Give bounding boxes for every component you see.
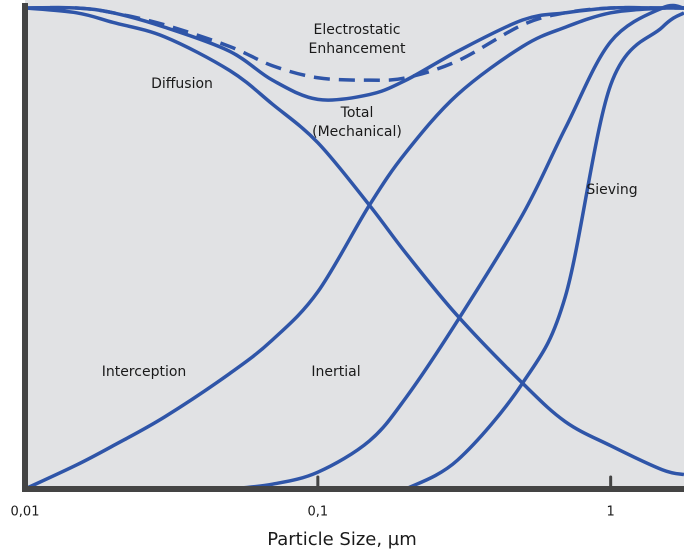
curve: [25, 5, 684, 82]
x-axis-label: Particle Size, µm: [267, 529, 417, 550]
annotation: Diffusion: [151, 76, 213, 92]
plot-area: [25, 0, 684, 489]
x-tick-label: 1: [607, 505, 615, 520]
curve: [405, 11, 684, 489]
x-tick-label: 0,1: [307, 505, 328, 520]
annotation: Sieving: [586, 182, 637, 198]
annotation: Inertial: [311, 364, 360, 380]
annotation: Total: [340, 105, 374, 121]
annotation: (Mechanical): [312, 124, 402, 140]
annotations: Electrostatic Enhancement Diffusion Total (M…: [102, 22, 638, 380]
curve: [229, 3, 684, 489]
curve: [25, 5, 684, 489]
x-ticks: 0,01 0,1 1: [11, 475, 615, 520]
annotation: Interception: [102, 364, 187, 380]
annotation: Electrostatic: [314, 22, 401, 38]
curves: [25, 3, 684, 489]
x-tick-label: 0,01: [11, 505, 40, 520]
annotation: Enhancement: [309, 41, 406, 57]
